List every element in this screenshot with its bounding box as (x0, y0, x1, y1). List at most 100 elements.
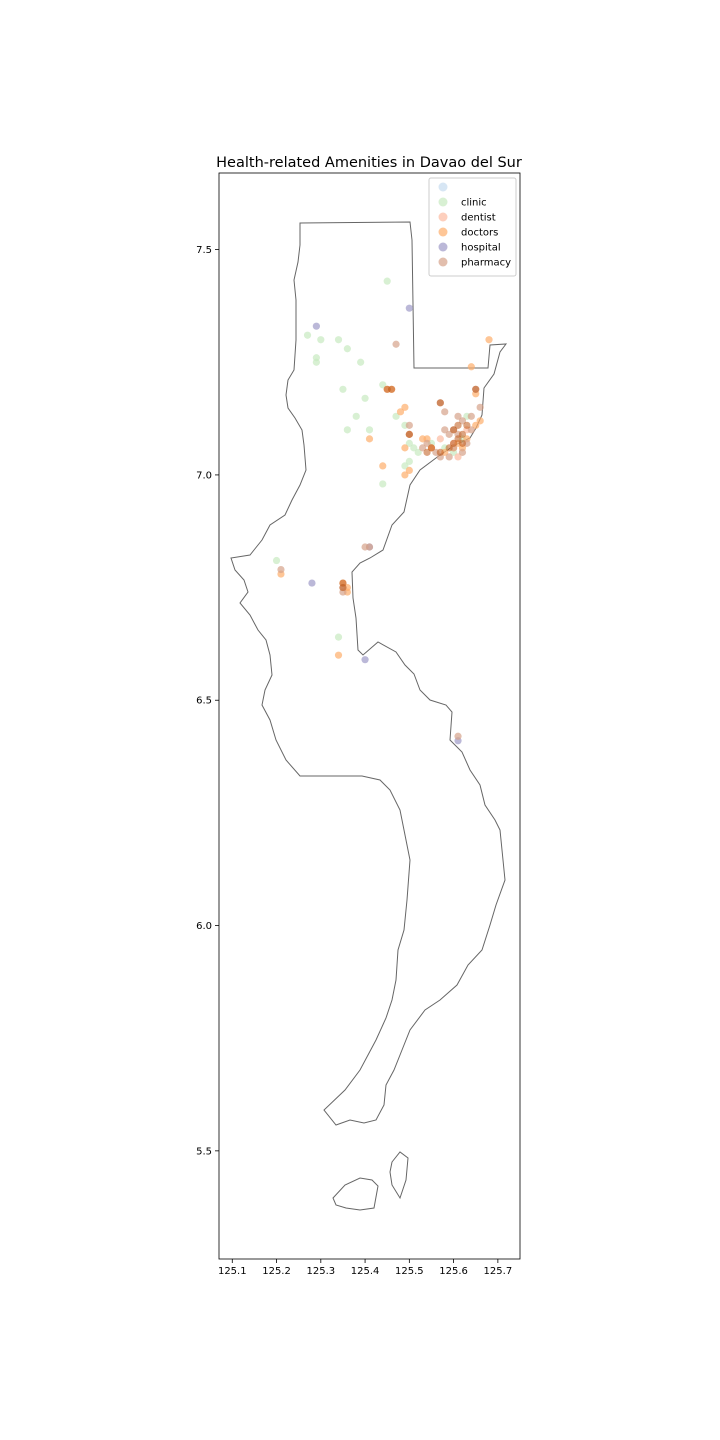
point-overlay (445, 444, 453, 452)
point-clinic (334, 336, 343, 344)
point-doctors (401, 403, 409, 411)
point-clinic (272, 556, 281, 565)
legend-marker (438, 182, 448, 192)
x-tick-label: 125.4 (351, 1266, 380, 1277)
point-doctors (379, 462, 387, 470)
point-dentist (454, 453, 462, 461)
point-overlay (427, 444, 436, 452)
point-clinic (379, 480, 387, 488)
point-clinic (365, 426, 374, 434)
legend-label: dentist (461, 213, 496, 224)
point-clinic (392, 412, 400, 420)
point-pharmacy (405, 421, 413, 429)
point-overlay (436, 448, 444, 456)
legend: clinic dentist doctors hospital pharmacy (428, 177, 517, 277)
point-overlay (405, 430, 413, 438)
point-doctors (334, 651, 343, 659)
point-doctors (401, 471, 409, 479)
legend-label: clinic (461, 198, 487, 209)
point-hospital (308, 579, 316, 587)
point-doctors (467, 363, 475, 371)
boundary-mainland (230, 221, 508, 1126)
legend-marker (438, 257, 448, 267)
point-pharmacy (441, 408, 449, 416)
point-clinic (303, 331, 312, 339)
point-doctors (485, 336, 493, 344)
point-doctors (401, 444, 409, 452)
point-overlay (458, 439, 467, 447)
y-tick-label: 6.0 (196, 921, 212, 932)
point-clinic (414, 448, 422, 456)
legend-label: pharmacy (461, 258, 511, 269)
point-clinic (401, 462, 409, 470)
point-clinic (405, 439, 413, 447)
point-clinic (352, 412, 360, 420)
point-pharmacy (445, 453, 453, 461)
point-clinic (357, 358, 365, 366)
point-pharmacy (476, 403, 484, 411)
point-clinic (379, 381, 387, 389)
point-overlay (463, 421, 471, 429)
legend-marker (438, 242, 448, 252)
point-overlay (450, 439, 458, 447)
point-clinic (343, 345, 351, 353)
point-pharmacy (454, 732, 462, 740)
point-overlay (458, 430, 467, 438)
legend-label: hospital (461, 243, 501, 254)
point-hospital (312, 322, 320, 330)
x-tick-label: 125.2 (262, 1266, 291, 1277)
boundary-island (332, 1177, 379, 1211)
legend-marker (438, 197, 448, 207)
legend-label: doctors (461, 228, 498, 239)
point-pharmacy (277, 565, 285, 574)
point-clinic (383, 277, 391, 285)
point-pharmacy (454, 412, 462, 420)
x-tick-label: 125.3 (306, 1266, 335, 1277)
point-overlay (454, 421, 462, 429)
point-doctors (405, 466, 413, 475)
point-pharmacy (445, 430, 453, 438)
point-doctors (396, 408, 405, 416)
point-clinic (361, 394, 369, 402)
point-doctors (365, 435, 374, 443)
y-tick-label: 7.5 (196, 245, 212, 256)
point-clinic (343, 426, 351, 434)
point-overlay (436, 399, 444, 407)
legend-marker (438, 212, 448, 222)
point-dentist (436, 435, 444, 443)
point-clinic (339, 385, 347, 393)
point-hospital (361, 656, 369, 664)
point-overlay (472, 385, 480, 393)
x-tick-label: 125.6 (439, 1266, 468, 1277)
legend-box (428, 177, 517, 277)
point-pharmacy (441, 426, 449, 434)
amenity-points (272, 277, 493, 745)
point-overlay (388, 385, 396, 393)
point-pharmacy (467, 426, 475, 434)
point-pharmacy (392, 340, 400, 348)
x-tick-label: 125.1 (218, 1266, 247, 1277)
y-tick-label: 5.5 (196, 1146, 212, 1157)
point-pharmacy (423, 439, 431, 447)
point-pharmacy (458, 417, 467, 425)
axes-frame (218, 172, 521, 1260)
point-overlay (339, 583, 347, 592)
province-boundary (230, 221, 508, 1211)
point-overlay (450, 426, 458, 434)
point-pharmacy (467, 412, 475, 420)
point-overlay (423, 448, 431, 456)
point-clinic (405, 457, 413, 465)
axes: 125.1 125.2 125.3 125.4 125.5 125.6 125.7 5.5 6.… (196, 172, 521, 1277)
point-doctors (476, 417, 484, 425)
point-pharmacy (458, 448, 467, 456)
point-clinic (334, 633, 343, 641)
x-tick-label: 125.5 (395, 1266, 424, 1277)
point-clinic (410, 444, 418, 452)
point-pharmacy (361, 543, 369, 551)
point-overlay (454, 435, 462, 443)
point-hospital (405, 304, 413, 312)
legend-marker (438, 227, 448, 237)
point-pharmacy (419, 444, 427, 452)
point-clinic (317, 336, 325, 344)
